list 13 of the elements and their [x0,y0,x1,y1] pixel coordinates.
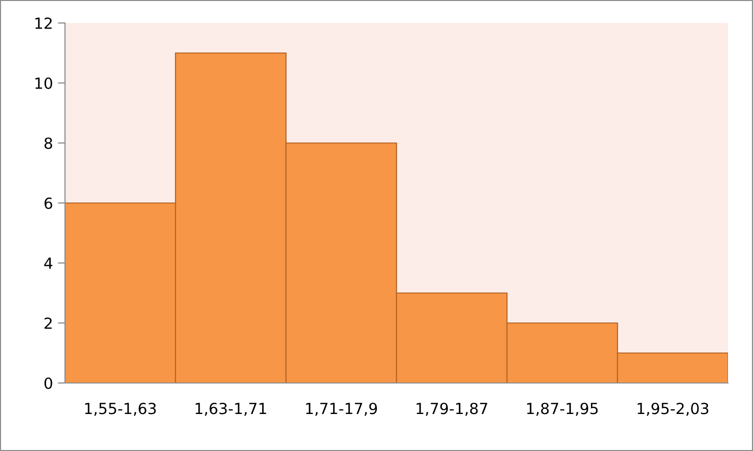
y-tick-label: 10 [35,77,52,90]
x-tick-label: 1,71-17,9 [306,402,377,416]
x-tick-label: 1,79-1,87 [416,402,488,416]
y-tick-label: 8 [44,137,52,150]
y-tick-label: 6 [44,197,52,210]
x-tick-label: 1,87-1,95 [527,402,598,416]
y-tick-label: 12 [35,17,52,29]
x-tick-label: 1,63-1,71 [196,402,266,416]
x-tick-label: 1,55-1,63 [85,402,156,416]
y-tick-label: 4 [44,258,52,269]
y-tick-label: 0 [44,377,52,390]
x-tick-label: 1,95-2,03 [638,402,708,416]
y-tick-label: 2 [44,317,52,329]
